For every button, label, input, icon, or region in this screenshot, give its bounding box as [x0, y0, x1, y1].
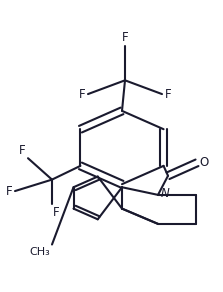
- Text: F: F: [53, 206, 60, 219]
- Text: F: F: [122, 31, 128, 44]
- Text: N: N: [161, 187, 169, 200]
- Text: F: F: [19, 144, 26, 157]
- Text: CH₃: CH₃: [29, 247, 50, 257]
- Text: F: F: [165, 88, 171, 100]
- Text: F: F: [6, 185, 12, 198]
- Text: F: F: [79, 88, 85, 100]
- Text: O: O: [200, 156, 209, 169]
